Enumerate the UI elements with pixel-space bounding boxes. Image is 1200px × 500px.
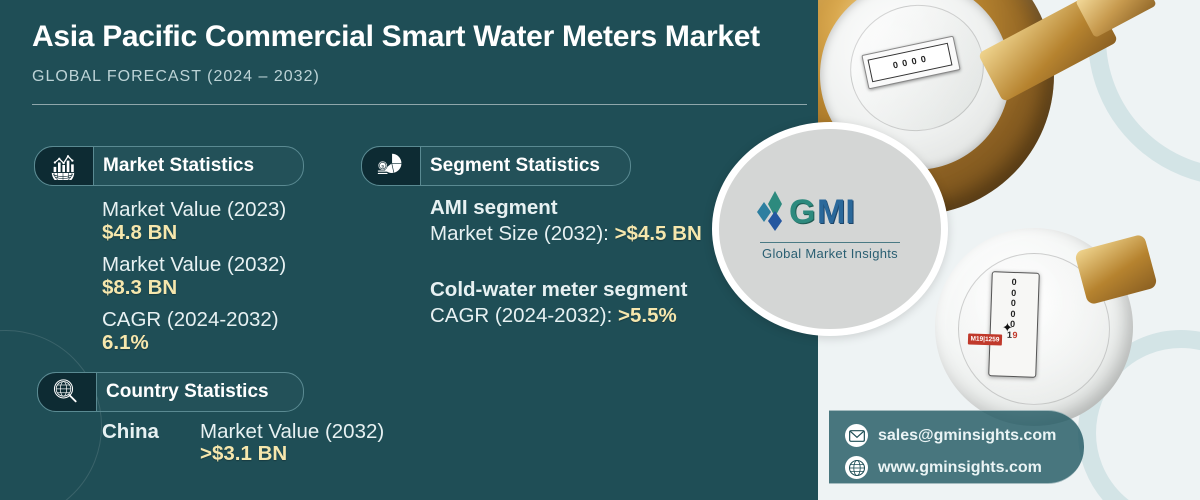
svg-text:MI: MI (817, 193, 855, 231)
svg-text:G: G (789, 193, 815, 231)
svg-text:S: S (381, 163, 384, 168)
